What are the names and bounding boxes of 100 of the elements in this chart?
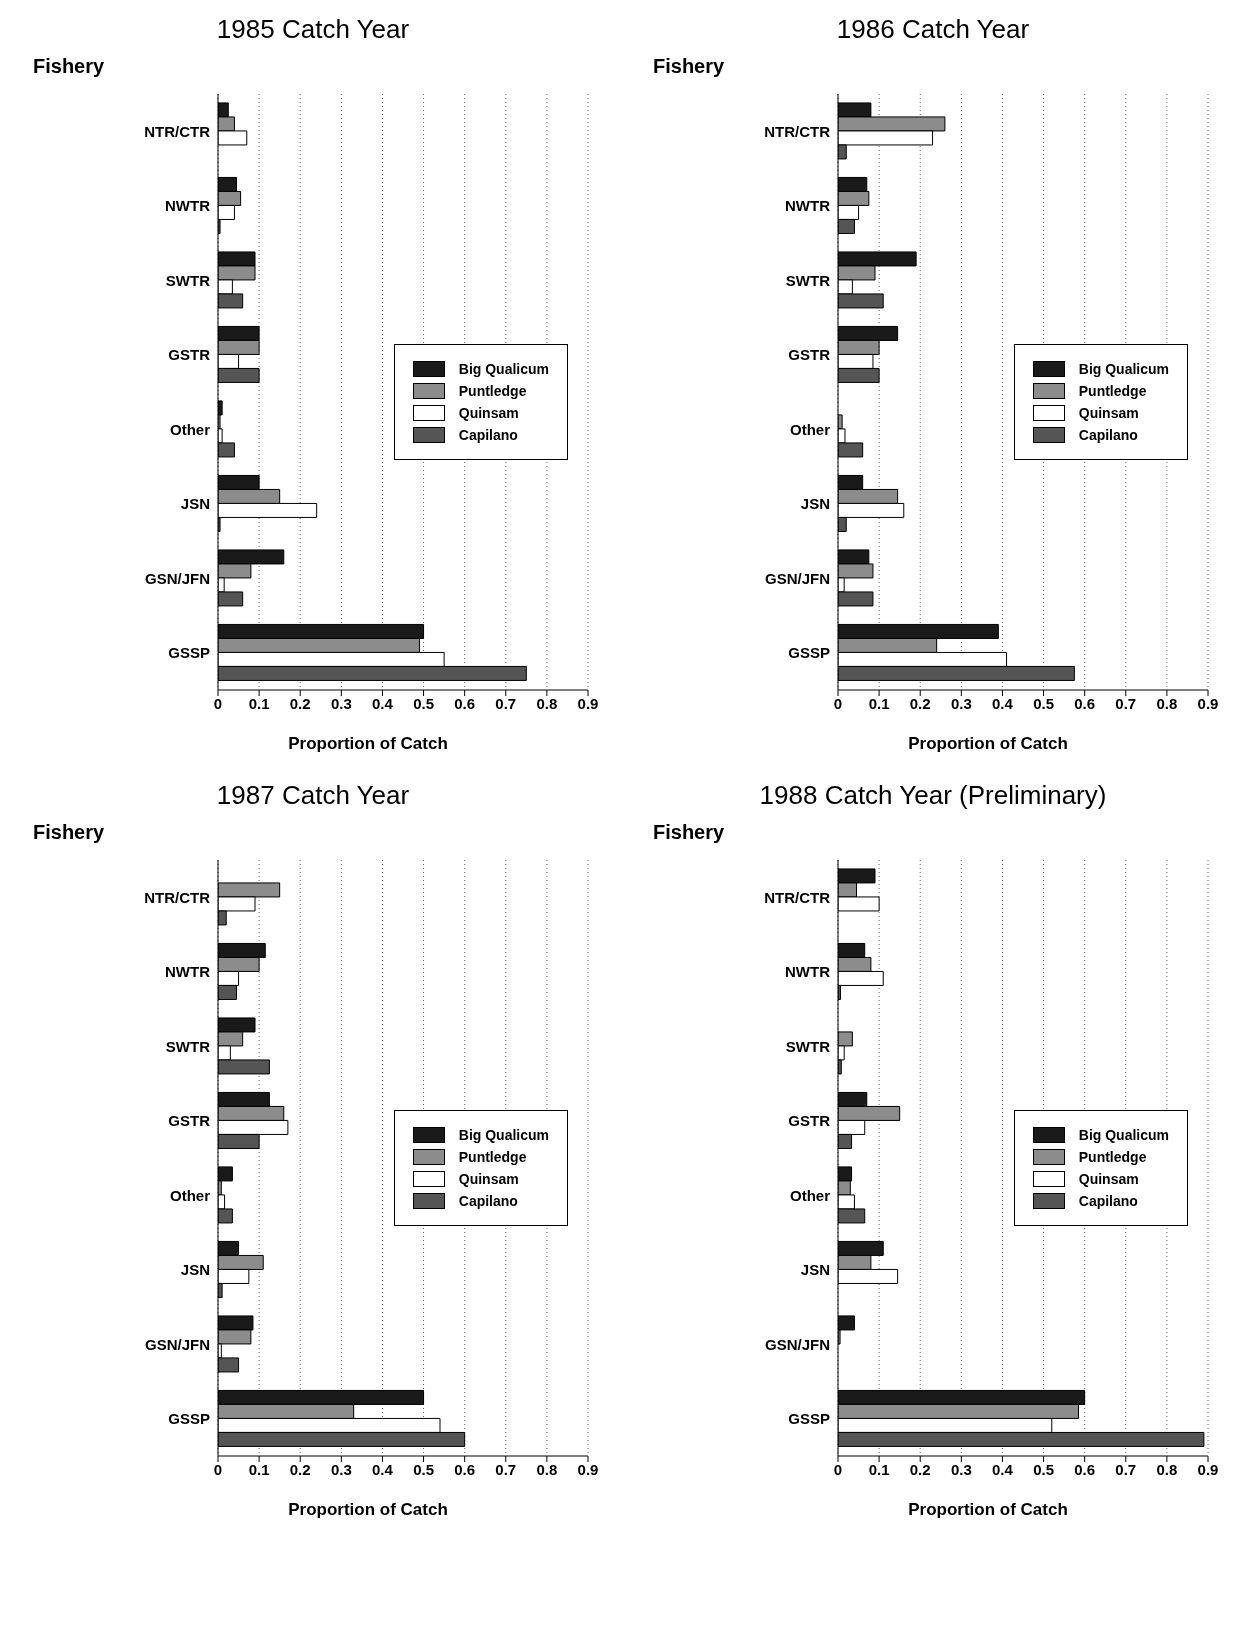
legend-label: Big Qualicum [458, 1127, 549, 1143]
y-tick-label: JSN [800, 495, 830, 513]
y-tick-label: NTR/CTR [764, 888, 831, 906]
y-tick-label: GSN/JFN [144, 569, 210, 587]
x-tick-label: 0.5 [1033, 694, 1054, 712]
y-tick-label: GSTR [168, 346, 211, 364]
x-tick-label: 0.4 [992, 1460, 1014, 1478]
x-tick-label: 0.8 [1156, 694, 1178, 712]
y-tick-label: NWTR [785, 963, 831, 981]
y-tick-label: SWTR [165, 271, 211, 289]
legend-label: Quinsam [458, 1171, 519, 1187]
y-axis-title: Fishery [33, 821, 106, 844]
y-axis-title: Fishery [653, 821, 726, 844]
chart-title: 1986 Catch Year [835, 14, 1031, 45]
legend-label: Big Qualicum [1078, 1127, 1169, 1143]
x-tick-label: 0.4 [372, 694, 394, 712]
x-tick-label: 0.9 [1197, 694, 1219, 712]
x-axis-title: Proportion of Catch [287, 1500, 449, 1520]
y-tick-label: NTR/CTR [144, 122, 211, 140]
x-tick-label: 0.5 [413, 694, 434, 712]
x-tick-label: 0.7 [1115, 1460, 1137, 1478]
x-tick-label: 0.3 [950, 1460, 972, 1478]
legend-label: Quinsam [1078, 405, 1139, 421]
y-tick-label: NTR/CTR [144, 888, 211, 906]
y-tick-label: GSSP [788, 1410, 830, 1428]
legend-label: Puntledge [458, 383, 527, 399]
y-tick-label: JSN [800, 1261, 830, 1279]
x-tick-label: 0.5 [1033, 1460, 1054, 1478]
x-tick-label: 0.6 [454, 1460, 476, 1478]
y-tick-label: GSTR [168, 1112, 211, 1130]
legend-label: Capilano [1078, 427, 1138, 443]
y-tick-label: GSN/JFN [764, 1335, 830, 1353]
x-tick-label: 0.1 [868, 694, 890, 712]
y-tick-label: GSSP [168, 644, 210, 662]
x-axis-title: Proportion of Catch [287, 734, 449, 754]
y-tick-label: SWTR [165, 1037, 211, 1055]
legend-label: Puntledge [1078, 1149, 1147, 1165]
legend-label: Puntledge [458, 1149, 527, 1165]
y-tick-label: SWTR [785, 1037, 831, 1055]
x-tick-label: 0.9 [577, 1460, 599, 1478]
x-tick-label: 0.8 [536, 1460, 558, 1478]
x-tick-label: 0.7 [1115, 694, 1137, 712]
x-tick-label: 0 [213, 694, 223, 712]
x-axis-title: Proportion of Catch [907, 734, 1069, 754]
y-tick-label: NWTR [165, 963, 211, 981]
legend-label: Puntledge [1078, 383, 1147, 399]
x-tick-label: 0.6 [1074, 694, 1096, 712]
x-tick-label: 0.2 [909, 694, 931, 712]
x-tick-label: 0.8 [536, 694, 558, 712]
x-tick-label: 0.8 [1156, 1460, 1178, 1478]
chart-title: 1988 Catch Year (Preliminary) [758, 780, 1108, 811]
chart-title: 1985 Catch Year [215, 14, 411, 45]
x-tick-label: 0.2 [909, 1460, 931, 1478]
x-tick-label: 0.4 [992, 694, 1014, 712]
x-tick-label: 0.6 [1074, 1460, 1096, 1478]
x-tick-label: 0.9 [1197, 1460, 1219, 1478]
x-tick-label: 0 [213, 1460, 223, 1478]
y-tick-label: GSN/JFN [764, 569, 830, 587]
x-tick-label: 0.5 [413, 1460, 434, 1478]
y-tick-label: GSTR [788, 1112, 831, 1130]
legend-label: Big Qualicum [458, 361, 549, 377]
x-tick-label: 0.2 [289, 694, 311, 712]
legend-label: Capilano [458, 1193, 518, 1209]
y-tick-label: GSN/JFN [144, 1335, 210, 1353]
chart-title: 1987 Catch Year [215, 780, 411, 811]
x-tick-label: 0.3 [330, 1460, 352, 1478]
legend-label: Big Qualicum [1078, 361, 1169, 377]
y-tick-label: JSN [180, 1261, 210, 1279]
y-tick-label: NTR/CTR [764, 122, 831, 140]
y-tick-label: Other [169, 420, 211, 438]
legend-label: Quinsam [1078, 1171, 1139, 1187]
x-tick-label: 0.1 [248, 1460, 270, 1478]
y-tick-label: Other [789, 1186, 831, 1204]
y-tick-label: Other [789, 420, 831, 438]
y-tick-label: GSSP [168, 1410, 210, 1428]
y-tick-label: JSN [180, 495, 210, 513]
x-tick-label: 0.7 [495, 1460, 517, 1478]
x-axis-title: Proportion of Catch [907, 1500, 1069, 1520]
x-tick-label: 0.4 [372, 1460, 394, 1478]
y-axis-title: Fishery [653, 55, 726, 78]
y-tick-label: NWTR [165, 197, 211, 215]
legend-label: Quinsam [458, 405, 519, 421]
x-tick-label: 0 [833, 1460, 843, 1478]
x-tick-label: 0.1 [248, 694, 270, 712]
x-tick-label: 0.6 [454, 694, 476, 712]
x-tick-label: 0 [833, 694, 843, 712]
x-tick-label: 0.3 [950, 694, 972, 712]
legend-label: Capilano [458, 427, 518, 443]
y-tick-label: GSTR [788, 346, 831, 364]
y-tick-label: GSSP [788, 644, 830, 662]
y-tick-label: SWTR [785, 271, 831, 289]
x-tick-label: 0.3 [330, 694, 352, 712]
legend-label: Capilano [1078, 1193, 1138, 1209]
x-tick-label: 0.1 [868, 1460, 890, 1478]
y-axis-title: Fishery [33, 55, 106, 78]
x-tick-label: 0.9 [577, 694, 599, 712]
x-tick-label: 0.7 [495, 694, 517, 712]
y-tick-label: NWTR [785, 197, 831, 215]
y-tick-label: Other [169, 1186, 211, 1204]
x-tick-label: 0.2 [289, 1460, 311, 1478]
